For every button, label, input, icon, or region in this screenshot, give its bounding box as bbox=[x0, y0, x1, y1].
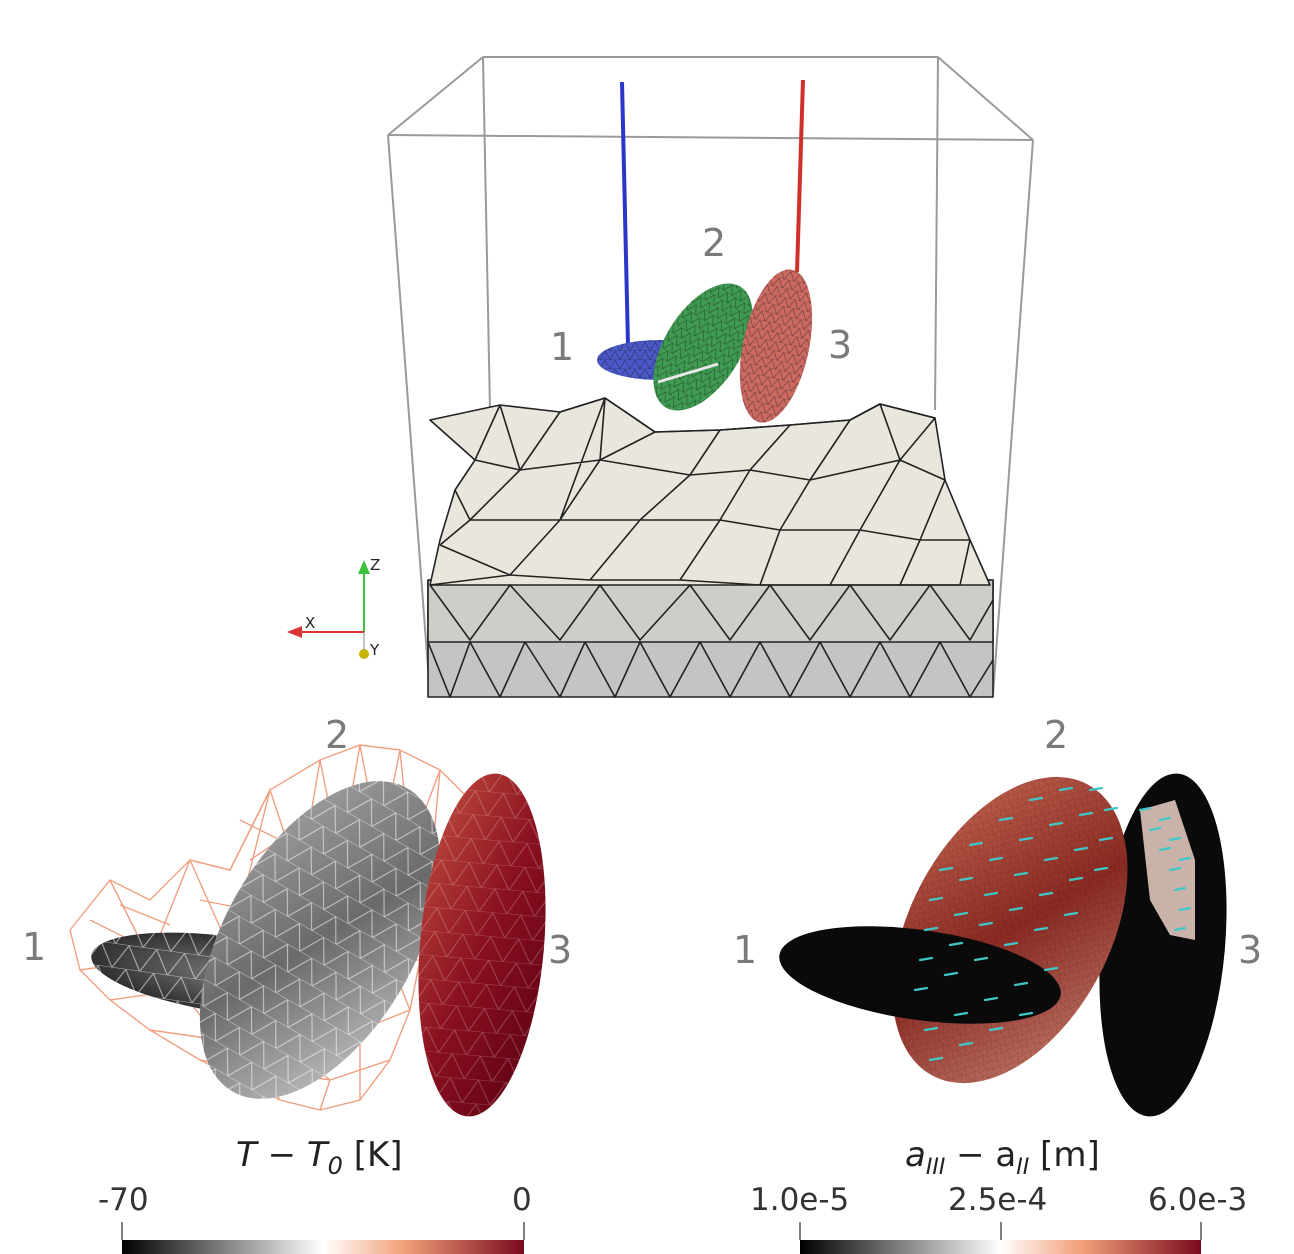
terrain-mesh bbox=[427, 397, 994, 698]
domain-box bbox=[387, 56, 1034, 696]
temperature-tick-min: -70 bbox=[98, 1182, 149, 1218]
aperture-colorbar-title: aIII − aII [m] bbox=[905, 1135, 1100, 1180]
temperature-tick-max: 0 bbox=[512, 1182, 532, 1218]
fracture-3-temperature bbox=[418, 773, 546, 1117]
temp-label-3: 3 bbox=[548, 928, 572, 972]
top-label-2: 2 bbox=[702, 221, 726, 265]
aperture-tick-min: 1.0e-5 bbox=[750, 1182, 849, 1218]
aperture-label-1: 1 bbox=[733, 928, 757, 972]
temperature-panel: 1 2 3 T − T0 [K] -70 0 bbox=[22, 713, 572, 1254]
well-1 bbox=[620, 81, 630, 346]
aperture-panel: 1 2 3 aIII − aII [m] 1.0e-5 2.5e-4 6.0e-… bbox=[733, 713, 1262, 1254]
aperture-label-3: 3 bbox=[1238, 928, 1262, 972]
aperture-colorbar bbox=[800, 1240, 1201, 1254]
axes-triad: Z X Y bbox=[287, 556, 380, 659]
top-3d-view: 1 2 3 Z X Y bbox=[287, 56, 1034, 698]
temp-label-2: 2 bbox=[325, 713, 349, 757]
top-label-1: 1 bbox=[550, 325, 574, 369]
fracture-2-temperature bbox=[199, 781, 441, 1099]
temperature-colorbar-title: T − T0 [K] bbox=[236, 1135, 403, 1180]
axis-label-x: X bbox=[305, 614, 315, 632]
aperture-tick-max: 6.0e-3 bbox=[1148, 1182, 1247, 1218]
axis-label-y: Y bbox=[369, 641, 380, 659]
aperture-label-2: 2 bbox=[1044, 713, 1068, 757]
flow-arrows bbox=[913, 786, 1192, 1062]
fracture-3-aperture bbox=[1099, 773, 1227, 1117]
aperture-tick-mid: 2.5e-4 bbox=[948, 1182, 1047, 1218]
fracture-2-top bbox=[653, 283, 753, 411]
temperature-colorbar bbox=[122, 1240, 524, 1254]
top-label-3: 3 bbox=[828, 323, 852, 367]
well-3 bbox=[795, 79, 805, 273]
axis-label-z: Z bbox=[370, 556, 380, 574]
fracture-3-top bbox=[739, 269, 813, 423]
temp-label-1: 1 bbox=[22, 925, 46, 969]
